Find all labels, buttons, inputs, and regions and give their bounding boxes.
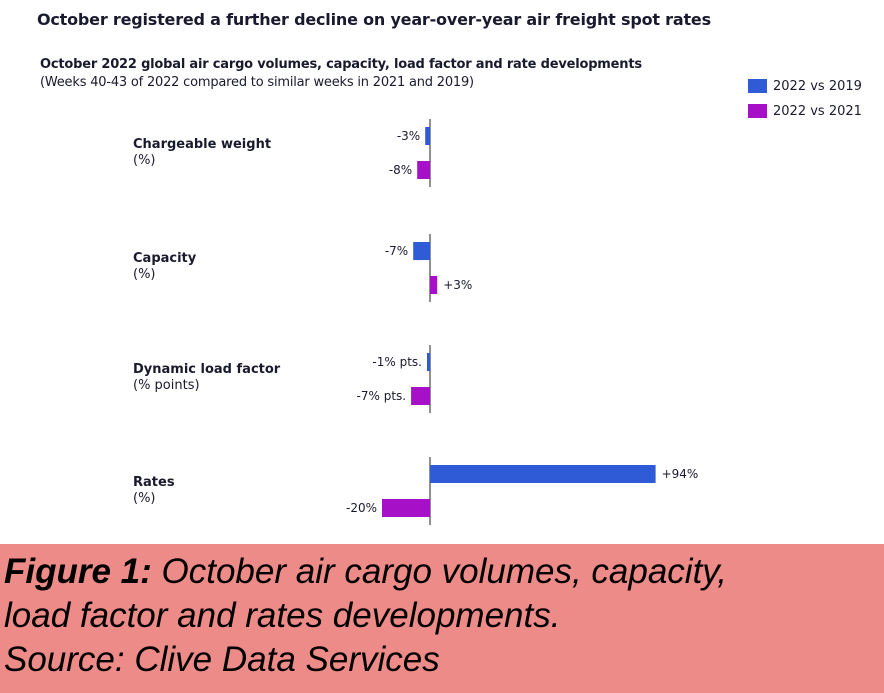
- category-unit: (%): [133, 491, 156, 506]
- legend: 2022 vs 2019 2022 vs 2021: [748, 75, 862, 125]
- legend-label-2021: 2022 vs 2021: [773, 103, 862, 119]
- bar-2022-vs-2021: [382, 499, 430, 517]
- bar-2022-vs-2021: [430, 276, 438, 294]
- legend-swatch-2021: [748, 104, 767, 118]
- caption-line-2: load factor and rates developments.: [4, 596, 561, 635]
- caption-line-1: Figure 1: October air cargo volumes, cap…: [4, 550, 884, 594]
- legend-item-2019: 2022 vs 2019: [748, 75, 862, 97]
- figure-label: Figure 1:: [4, 552, 152, 591]
- category-label: Dynamic load factor: [133, 362, 281, 377]
- data-label: +3%: [443, 278, 472, 292]
- category-unit: (%): [133, 153, 156, 168]
- bar-2022-vs-2019: [413, 242, 430, 260]
- bar-2022-vs-2019: [427, 353, 430, 371]
- bar-2022-vs-2021: [417, 161, 430, 179]
- category-label: Rates: [133, 475, 175, 490]
- category-unit: (% points): [133, 378, 200, 393]
- data-label: -7%: [385, 244, 408, 258]
- chart-title: October registered a further decline on …: [37, 10, 711, 29]
- data-label: -3%: [397, 129, 420, 143]
- category-label: Chargeable weight: [133, 137, 271, 152]
- data-label: -7% pts.: [357, 389, 407, 403]
- bar-chart: Chargeable weight(%)-3%-8%Capacity(%)-7%…: [133, 119, 699, 525]
- bar-2022-vs-2019: [430, 465, 656, 483]
- chart-subtitle: October 2022 global air cargo volumes, c…: [40, 57, 642, 72]
- legend-item-2021: 2022 vs 2021: [748, 100, 862, 122]
- legend-label-2019: 2022 vs 2019: [773, 78, 862, 94]
- caption-line-1-rest: October air cargo volumes, capacity,: [151, 552, 727, 591]
- category-label: Capacity: [133, 251, 197, 266]
- data-label: -1% pts.: [372, 355, 422, 369]
- data-label: -20%: [346, 501, 377, 515]
- caption-line-3: Source: Clive Data Services: [4, 640, 440, 679]
- category-unit: (%): [133, 267, 156, 282]
- legend-swatch-2019: [748, 79, 767, 93]
- chart-subnote: (Weeks 40-43 of 2022 compared to similar…: [40, 75, 474, 90]
- data-label: +94%: [662, 467, 699, 481]
- figure-caption: Figure 1: October air cargo volumes, cap…: [0, 544, 884, 693]
- data-label: -8%: [389, 163, 412, 177]
- bar-2022-vs-2021: [411, 387, 430, 405]
- bar-2022-vs-2019: [425, 127, 430, 145]
